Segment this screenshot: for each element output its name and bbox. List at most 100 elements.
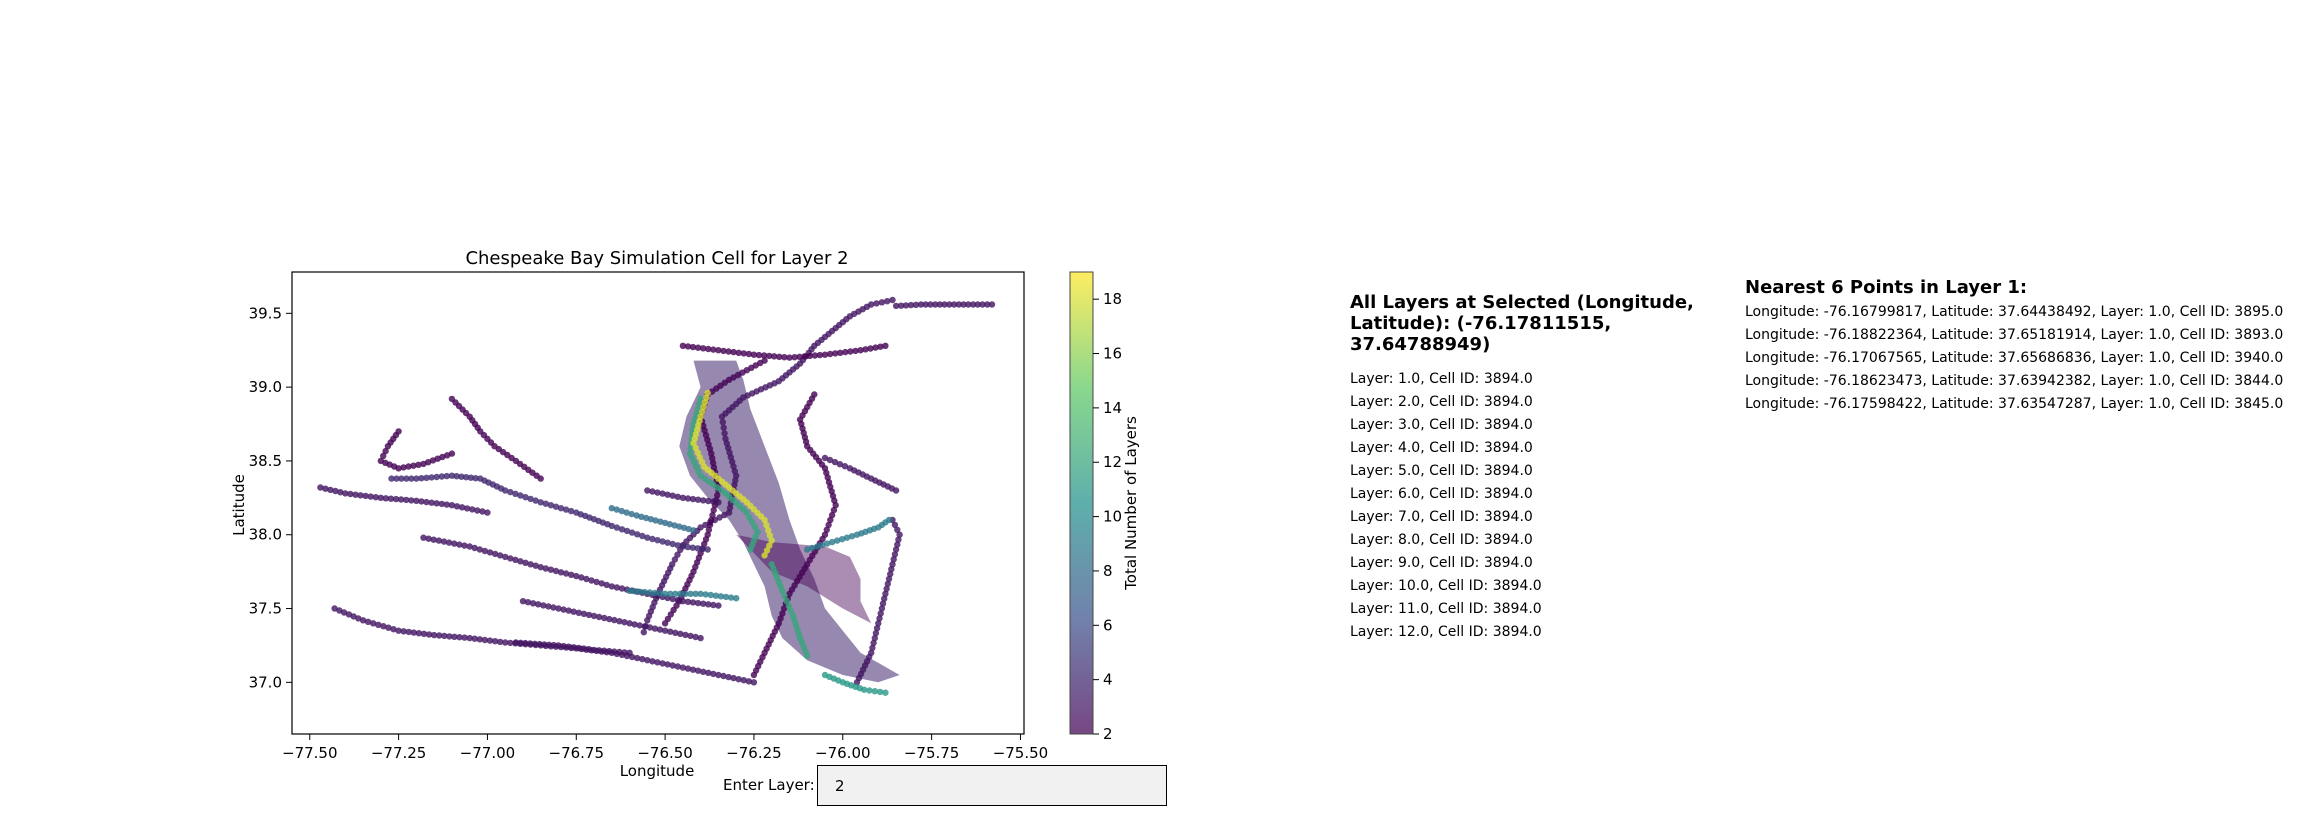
cell-point	[611, 648, 618, 655]
cell-point	[806, 352, 813, 360]
cell-point	[955, 301, 963, 308]
layer-row: Layer: 1.0, Cell ID: 3894.0	[1350, 371, 1533, 387]
cell-point	[876, 688, 884, 696]
cell-point	[537, 499, 544, 506]
cell-point	[573, 572, 580, 580]
cell-point	[611, 616, 618, 624]
cell-point	[786, 354, 793, 361]
cell-point	[471, 544, 478, 552]
cell-point	[453, 503, 461, 510]
cell-point	[418, 475, 425, 482]
cell-point	[763, 521, 770, 529]
cell-point	[705, 669, 712, 676]
layer-input[interactable]	[817, 765, 1167, 806]
cell-point	[832, 350, 839, 357]
cell-point	[527, 561, 534, 568]
cell-point	[872, 629, 880, 637]
channel-area	[736, 534, 872, 624]
cell-point	[819, 541, 826, 549]
cell-point	[451, 633, 458, 640]
cell-point	[841, 463, 849, 470]
cell-point	[640, 629, 647, 636]
cell-point	[536, 640, 543, 648]
cell-point	[526, 640, 534, 647]
cell-point	[405, 628, 412, 636]
layer-row: Layer: 12.0, Cell ID: 3894.0	[1350, 624, 1542, 640]
cell-point	[467, 474, 475, 481]
cell-point	[403, 496, 410, 504]
cell-point	[382, 447, 389, 455]
cell-point	[894, 541, 901, 548]
x-tick-label: −77.25	[371, 744, 427, 762]
cell-point	[868, 301, 875, 308]
cell-point	[671, 556, 679, 563]
cell-point	[606, 615, 613, 623]
cell-point	[768, 537, 775, 544]
cell-point	[828, 511, 836, 519]
cell-point	[869, 644, 876, 652]
cell-point	[689, 599, 697, 606]
cell-point	[838, 536, 846, 543]
cell-point	[644, 534, 651, 541]
cell-point	[697, 590, 704, 597]
cell-point	[687, 632, 694, 640]
y-tick-label: 37.5	[249, 600, 282, 618]
cell-point	[698, 408, 706, 416]
cell-point	[557, 569, 565, 576]
cell-point	[547, 502, 555, 509]
cell-point	[451, 540, 458, 547]
colorbar	[1069, 271, 1094, 735]
cell-point	[894, 526, 901, 533]
cell-point	[828, 538, 836, 546]
cell-point	[631, 588, 638, 595]
cell-point	[836, 461, 844, 468]
cell-point	[694, 344, 702, 351]
cell-point	[700, 345, 707, 352]
layer-row: Layer: 7.0, Cell ID: 3894.0	[1350, 509, 1533, 525]
cell-point	[721, 430, 728, 437]
cell-point	[438, 500, 445, 508]
cell-point	[730, 348, 737, 356]
cell-point	[410, 462, 417, 469]
cell-point	[519, 598, 527, 605]
cell-point	[710, 498, 717, 505]
cell-point	[552, 503, 560, 510]
cell-point	[830, 506, 838, 514]
cell-point	[474, 507, 481, 514]
cell-point	[699, 545, 706, 553]
cell-point	[740, 677, 747, 684]
cell-point	[552, 567, 560, 575]
cell-point	[441, 632, 448, 640]
cell-point	[705, 497, 712, 505]
colorbar-tick-label: 12	[1103, 453, 1122, 471]
cell-point	[367, 493, 374, 500]
cell-point	[878, 605, 886, 612]
colorbar-tick-label: 2	[1103, 725, 1113, 743]
cell-point	[340, 609, 348, 616]
cell-point	[595, 613, 603, 621]
cell-point	[466, 634, 473, 642]
y-axis: 37.0 37.5 38.0 38.5 39.0 39.5	[249, 304, 292, 691]
cell-point	[679, 664, 687, 671]
cell-point	[676, 523, 683, 530]
cell-point	[565, 643, 572, 650]
cell-point	[664, 491, 671, 498]
cell-point	[537, 475, 544, 482]
cell-point	[621, 619, 628, 626]
cell-point	[565, 607, 572, 614]
cell-point	[891, 551, 899, 558]
cell-point	[708, 516, 715, 524]
cell-point	[590, 612, 598, 620]
cell-point	[946, 301, 953, 308]
cell-point	[706, 521, 714, 529]
cell-point	[710, 346, 717, 353]
cell-point	[428, 499, 435, 506]
cell-point	[950, 301, 958, 308]
plot-area[interactable]	[317, 296, 996, 696]
cell-point	[644, 657, 651, 664]
cell-point	[751, 523, 758, 531]
cell-point	[697, 395, 704, 403]
cell-point	[917, 301, 925, 308]
nearest-points-panel: Nearest 6 Points in Layer 1: Longitude: …	[1745, 277, 2283, 416]
cell-point	[659, 660, 666, 667]
